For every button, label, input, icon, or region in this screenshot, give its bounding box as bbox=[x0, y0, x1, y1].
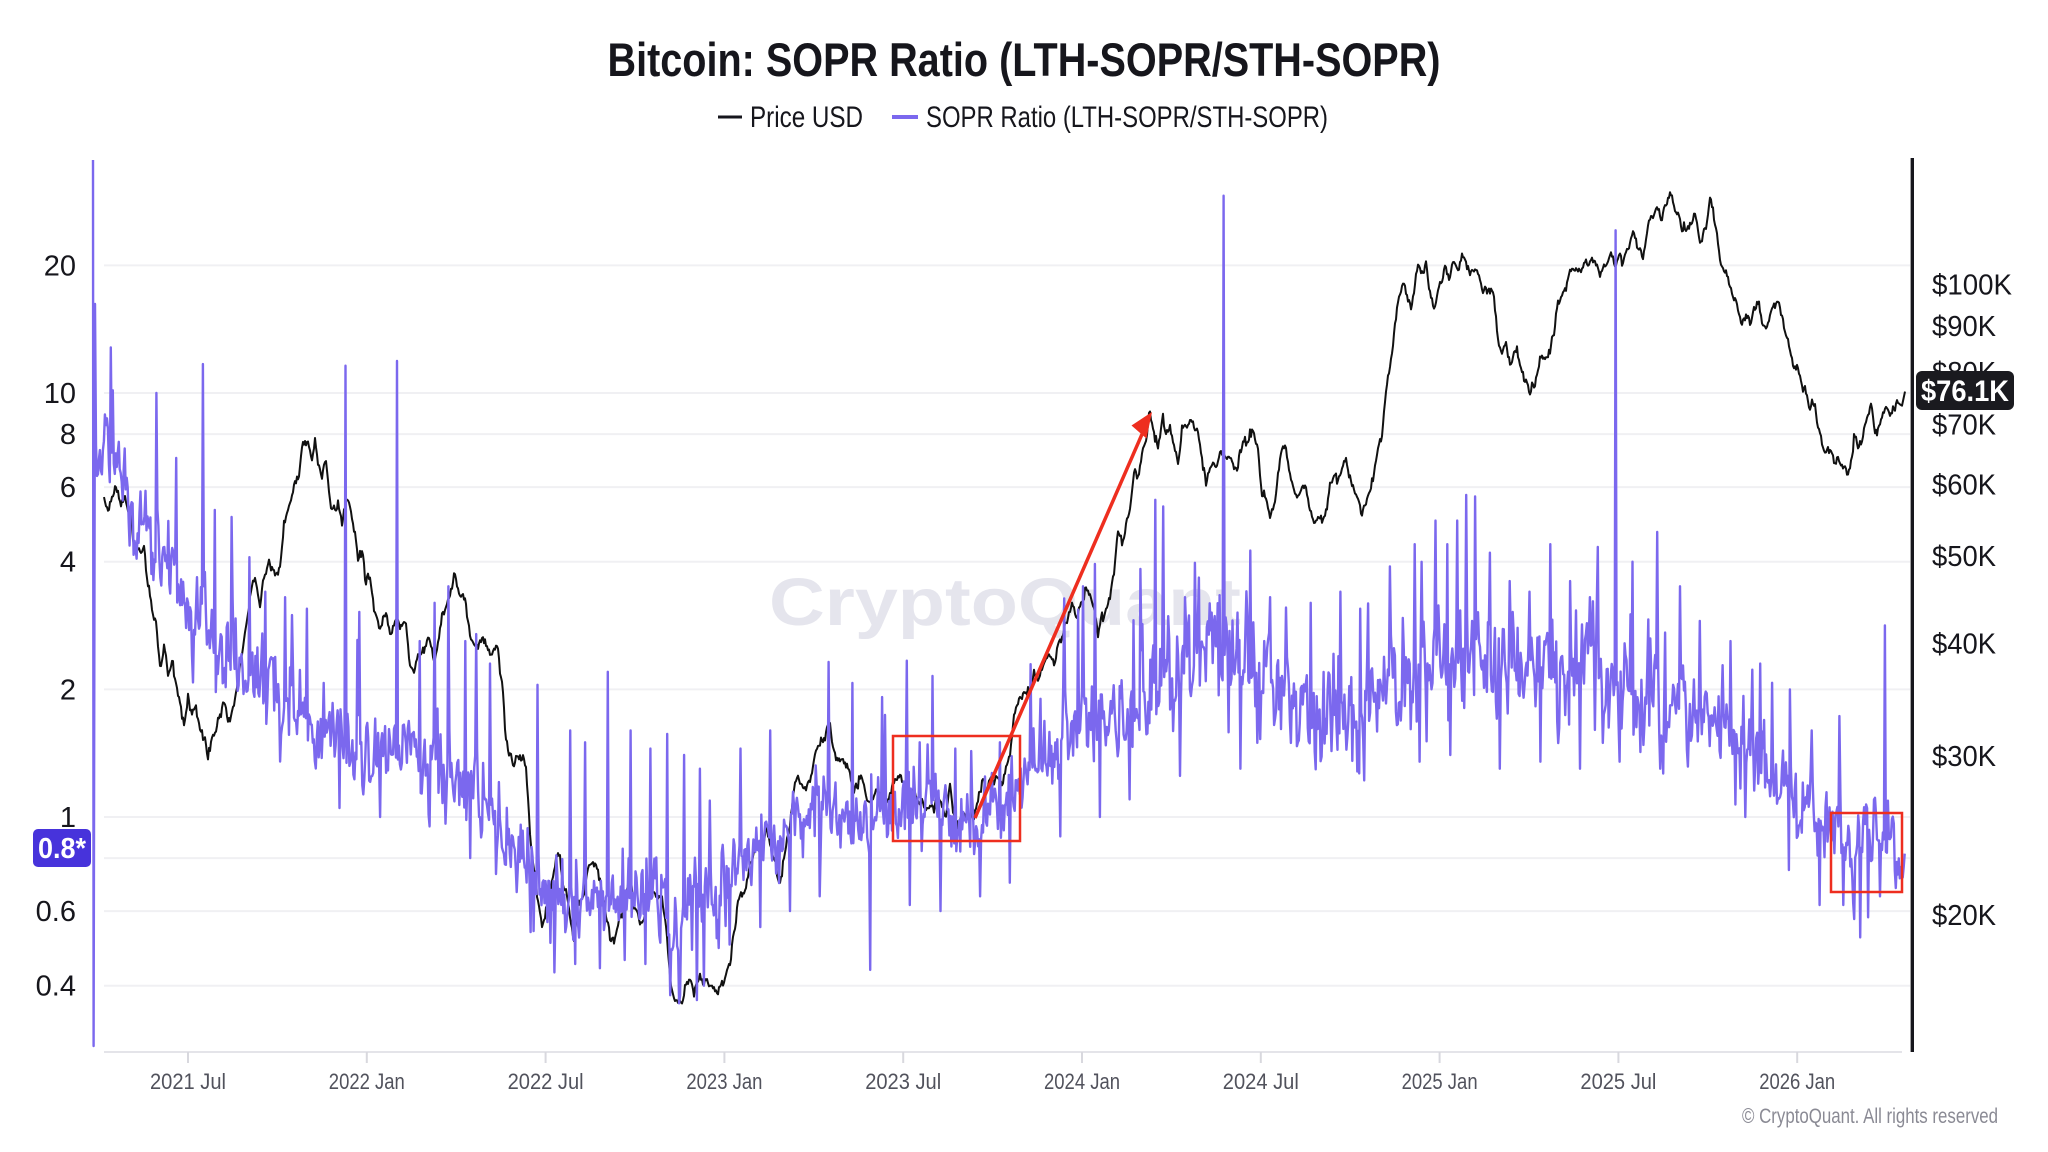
svg-text:8: 8 bbox=[60, 419, 76, 451]
svg-text:$100K: $100K bbox=[1932, 270, 2013, 302]
svg-text:2023 Jul: 2023 Jul bbox=[865, 1069, 941, 1094]
svg-text:$60K: $60K bbox=[1932, 470, 1997, 502]
svg-text:10: 10 bbox=[44, 378, 76, 410]
svg-text:0.6: 0.6 bbox=[36, 896, 76, 928]
svg-text:© CryptoQuant. All rights rese: © CryptoQuant. All rights reserved bbox=[1742, 1105, 1998, 1128]
svg-text:$40K: $40K bbox=[1932, 629, 1997, 661]
svg-text:2025 Jan: 2025 Jan bbox=[1402, 1069, 1478, 1094]
svg-text:$50K: $50K bbox=[1932, 541, 1997, 573]
svg-text:CryptoQuant: CryptoQuant bbox=[769, 565, 1241, 640]
svg-text:SOPR Ratio (LTH-SOPR/STH-SOPR): SOPR Ratio (LTH-SOPR/STH-SOPR) bbox=[926, 101, 1328, 134]
svg-text:2024 Jul: 2024 Jul bbox=[1223, 1069, 1299, 1094]
svg-text:1: 1 bbox=[60, 802, 76, 834]
svg-text:2024 Jan: 2024 Jan bbox=[1044, 1069, 1120, 1094]
svg-text:$20K: $20K bbox=[1932, 900, 1997, 932]
svg-text:2: 2 bbox=[60, 674, 76, 706]
svg-text:$76.1K: $76.1K bbox=[1921, 375, 2009, 408]
svg-text:20: 20 bbox=[44, 250, 76, 282]
svg-text:2021 Jul: 2021 Jul bbox=[150, 1069, 226, 1094]
svg-text:2026 Jan: 2026 Jan bbox=[1759, 1069, 1835, 1094]
svg-text:$70K: $70K bbox=[1932, 409, 1997, 441]
svg-text:0.8*: 0.8* bbox=[38, 833, 87, 865]
svg-text:Bitcoin: SOPR Ratio (LTH-SOPR/: Bitcoin: SOPR Ratio (LTH-SOPR/STH-SOPR) bbox=[608, 33, 1441, 86]
svg-text:2022 Jan: 2022 Jan bbox=[329, 1069, 405, 1094]
svg-text:$90K: $90K bbox=[1932, 311, 1997, 343]
svg-text:Price USD: Price USD bbox=[750, 101, 863, 134]
svg-text:2023 Jan: 2023 Jan bbox=[686, 1069, 762, 1094]
svg-text:2025 Jul: 2025 Jul bbox=[1580, 1069, 1656, 1094]
svg-text:4: 4 bbox=[60, 547, 76, 579]
svg-text:6: 6 bbox=[60, 472, 76, 504]
svg-text:0.4: 0.4 bbox=[36, 971, 76, 1003]
svg-text:2022 Jul: 2022 Jul bbox=[508, 1069, 584, 1094]
svg-text:$30K: $30K bbox=[1932, 741, 1997, 773]
